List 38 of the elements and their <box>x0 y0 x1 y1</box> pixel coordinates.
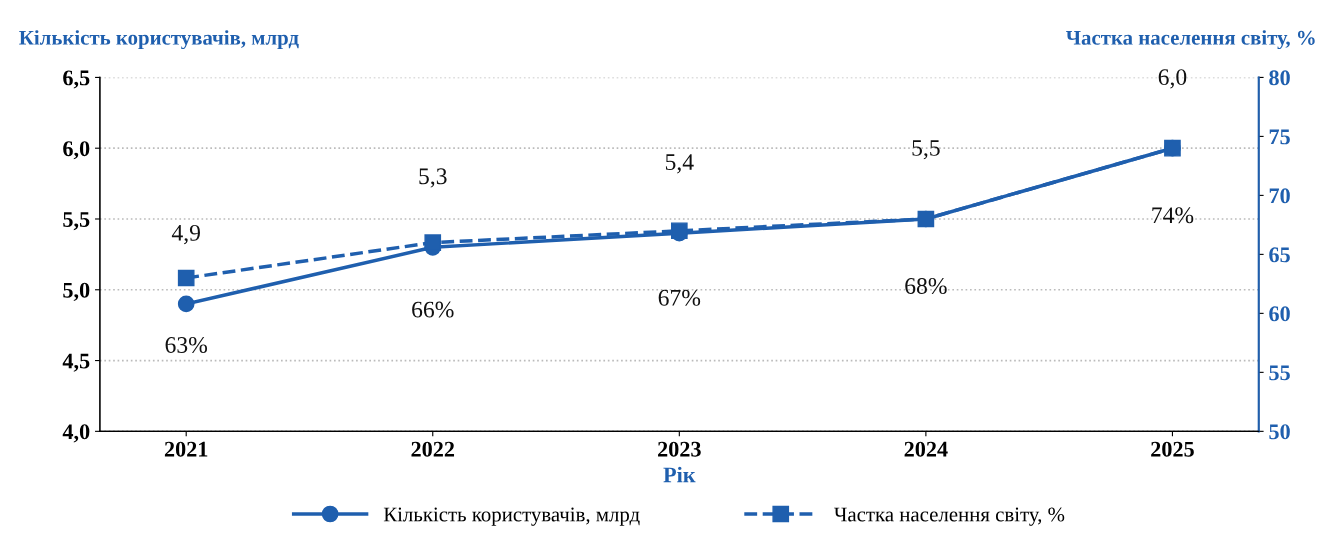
point <box>917 210 935 228</box>
x-axis-title: Рік <box>663 466 696 483</box>
y2-tick-label: 75 <box>1269 129 1290 145</box>
data-label: 74% <box>1152 207 1194 224</box>
y-tick-label: 6,0 <box>63 141 90 160</box>
data-label: 5,3 <box>419 168 447 188</box>
x-tick-label: 2023 <box>658 441 701 457</box>
data-label: 5,4 <box>665 154 694 174</box>
point <box>177 295 195 313</box>
y2-axis-title: Частка населення світу, % <box>1066 30 1315 50</box>
data-label: 68% <box>905 278 947 295</box>
y-tick-label: 5,5 <box>63 212 90 231</box>
data-label: 4,9 <box>171 224 200 245</box>
point <box>177 269 195 287</box>
data-label: 63% <box>165 336 208 353</box>
legend-label: Частка населення світу, % <box>834 507 1065 526</box>
y-axis-title: Кількість користувачів, млрд <box>19 30 299 50</box>
y-tick-label: 5,0 <box>63 282 90 301</box>
y2-tick-label: 60 <box>1269 306 1290 322</box>
y-tick-label: 4,0 <box>62 424 90 443</box>
y2-tick-label: 50 <box>1269 424 1290 440</box>
y2-tick-label: 65 <box>1269 247 1290 263</box>
y2-tick-label: 80 <box>1269 70 1290 86</box>
legend-label: Кількість користувачів, млрд <box>383 507 640 526</box>
y2-tick-label: 70 <box>1269 188 1290 204</box>
x-tick-label: 2025 <box>1151 441 1194 457</box>
x-tick-label: 2022 <box>411 441 455 457</box>
data-label: 5,5 <box>912 140 940 160</box>
x-tick-label: 2021 <box>164 441 208 457</box>
point <box>1164 139 1181 157</box>
data-label: 66% <box>412 301 454 318</box>
point <box>424 234 442 251</box>
y-tick-label: 6,5 <box>63 70 90 89</box>
x-tick-label: 2024 <box>904 441 948 457</box>
data-label: 67% <box>658 289 701 306</box>
data-label: 6,0 <box>1158 69 1187 89</box>
y2-tick-label: 55 <box>1269 365 1290 381</box>
y-tick-label: 4,5 <box>62 353 90 372</box>
